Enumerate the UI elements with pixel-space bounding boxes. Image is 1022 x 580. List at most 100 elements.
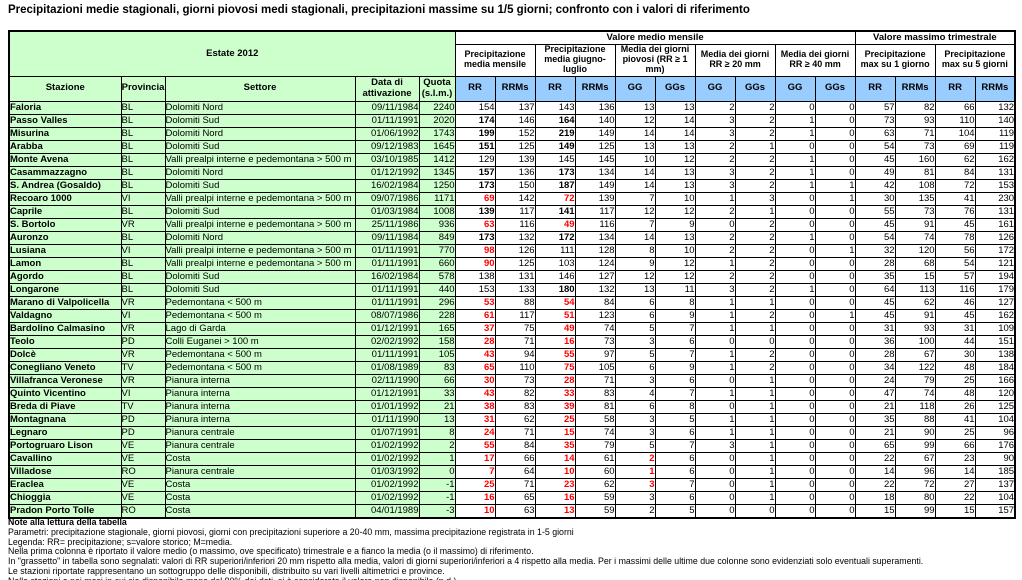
sector-cell: Dolomiti Sud [164, 113, 356, 128]
value-cell: 2 [734, 113, 776, 128]
value-cell: 6 [654, 464, 696, 479]
table-row: Lamon BL Valli prealpi interne e pedemonta… [8, 256, 1016, 271]
table-row: Bardolino Calmasino VR Lago di Garda 01/12/… [8, 321, 1016, 336]
table-row: Villafranca Veronese VR Pianura interna 02/… [8, 373, 1016, 388]
sector-cell: Pedemontana < 500 m [164, 295, 356, 310]
station-cell: Auronzo [8, 230, 122, 245]
value-cell: 129 [454, 152, 496, 167]
value-cell: 22 [854, 451, 896, 466]
province-cell: BL [120, 230, 166, 245]
sector-cell: Dolomiti Nord [164, 165, 356, 180]
activation-date-cell: 01/02/1992 [354, 438, 420, 453]
station-cell: Monte Avena [8, 152, 122, 167]
value-cell: 82 [494, 386, 536, 401]
header-rrms-1: RRMs [494, 75, 536, 102]
header-stazione: Stazione [8, 75, 122, 102]
value-cell: 0 [774, 386, 816, 401]
value-cell: 3 [614, 490, 656, 505]
value-cell: 6 [654, 490, 696, 505]
table-row: Passo Valles BL Dolomiti Sud 01/11/1991 2020… [8, 113, 1016, 128]
value-cell: 96 [974, 425, 1016, 440]
value-cell: 128 [574, 243, 616, 258]
value-cell: 35 [534, 438, 576, 453]
value-cell: 157 [454, 165, 496, 180]
value-cell: 2 [694, 243, 736, 258]
province-cell: VE [120, 490, 166, 505]
value-cell: 54 [534, 295, 576, 310]
value-cell: 91 [894, 308, 936, 323]
elevation-cell: 1345 [418, 165, 456, 180]
sector-cell: Pedemontana < 500 m [164, 360, 356, 375]
value-cell: 1 [694, 321, 736, 336]
value-cell: 141 [534, 204, 576, 219]
value-cell: 145 [534, 152, 576, 167]
value-cell: 116 [494, 217, 536, 232]
value-cell: 57 [934, 269, 976, 284]
value-cell: 73 [894, 204, 936, 219]
value-cell: 84 [494, 438, 536, 453]
table-row: Arabba BL Dolomiti Sud 09/12/1983 1645 151 125… [8, 139, 1016, 154]
value-cell: 5 [654, 503, 696, 518]
value-cell: 0 [774, 360, 816, 375]
group-giorni-rr40: Media dei giorni RR ≥ 40 mm [774, 43, 856, 77]
header-rr-1: RR [454, 75, 496, 102]
value-cell: 0 [814, 464, 856, 479]
value-cell: 0 [814, 126, 856, 141]
value-cell: 41 [934, 191, 976, 206]
station-cell: Valdagno [8, 308, 122, 323]
value-cell: 173 [454, 178, 496, 193]
table-row: Dolcè VR Pedemontana < 500 m 01/11/1991 105 4… [8, 347, 1016, 362]
group-giorni-rr20: Media dei giorni RR ≥ 20 mm [694, 43, 776, 77]
table-row: Recoaro 1000 VI Valli prealpi interne e pe… [8, 191, 1016, 206]
value-cell: 136 [494, 165, 536, 180]
value-cell: 3 [694, 282, 736, 297]
value-cell: 10 [454, 503, 496, 518]
value-cell: 0 [814, 373, 856, 388]
value-cell: 0 [814, 152, 856, 167]
activation-date-cell: 02/02/1992 [354, 334, 420, 349]
value-cell: 172 [534, 230, 576, 245]
value-cell: 75 [494, 321, 536, 336]
value-cell: 121 [974, 256, 1016, 271]
activation-date-cell: 16/02/1984 [354, 178, 420, 193]
value-cell: 1 [734, 451, 776, 466]
value-cell: 2 [694, 230, 736, 245]
table-row: S. Andrea (Gosaldo) BL Dolomiti Sud 16/02/1… [8, 178, 1016, 193]
value-cell: 79 [894, 373, 936, 388]
note-line: Le stazioni riportate rappresentano un s… [8, 565, 445, 576]
column-header-row: Stazione Provincia Settore Data di attiv… [8, 75, 1016, 102]
value-cell: 140 [574, 113, 616, 128]
activation-date-cell: 01/11/1991 [354, 295, 420, 310]
value-cell: 150 [494, 178, 536, 193]
activation-date-cell: 01/07/1991 [354, 425, 420, 440]
value-cell: 1 [694, 360, 736, 375]
value-cell: 0 [774, 243, 816, 258]
value-cell: 72 [934, 178, 976, 193]
value-cell: 2 [734, 282, 776, 297]
activation-date-cell: 01/12/1992 [354, 165, 420, 180]
value-cell: 62 [494, 412, 536, 427]
value-cell: 1 [814, 243, 856, 258]
value-cell: 2 [734, 126, 776, 141]
sector-cell: Dolomiti Sud [164, 139, 356, 154]
value-cell: 0 [814, 347, 856, 362]
elevation-cell: 770 [418, 243, 456, 258]
value-cell: 1 [734, 386, 776, 401]
value-cell: 125 [974, 399, 1016, 414]
value-cell: 24 [454, 425, 496, 440]
elevation-cell: 1008 [418, 204, 456, 219]
value-cell: 22 [854, 477, 896, 492]
value-cell: 21 [854, 399, 896, 414]
table-row: Marano di Valpolicella VR Pedemontana < 50… [8, 295, 1016, 310]
value-cell: 25 [934, 425, 976, 440]
value-cell: 0 [814, 100, 856, 115]
value-cell: 64 [854, 282, 896, 297]
value-cell: 0 [814, 477, 856, 492]
elevation-cell: 0 [418, 464, 456, 479]
value-cell: 0 [814, 269, 856, 284]
station-cell: Montagnana [8, 412, 122, 427]
value-cell: 5 [614, 321, 656, 336]
value-cell: 2 [734, 178, 776, 193]
value-cell: 1 [814, 308, 856, 323]
activation-date-cell: 01/03/1992 [354, 464, 420, 479]
